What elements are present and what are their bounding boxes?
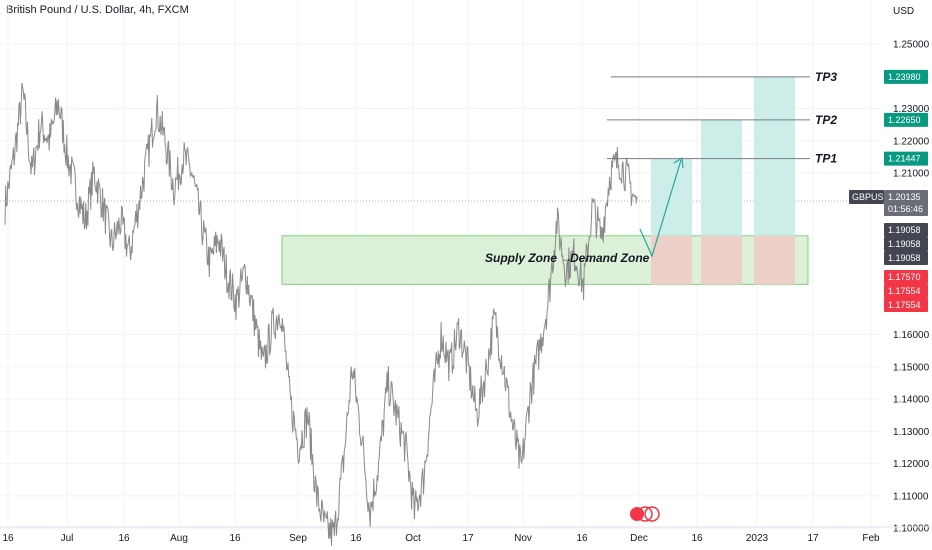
y-tick-label: 1.12000 [893,459,930,470]
x-tick-label: 17 [807,533,819,544]
y-tick-label: 1.23000 [893,104,930,115]
y-tick-label: 1.25000 [893,39,930,50]
stop-badge [884,270,928,284]
price-series-line [4,82,638,546]
tp-badge [884,69,928,84]
stop-loss-box [701,235,742,285]
tp-badge-text: 1.22650 [888,115,921,125]
y-tick-label: 1.22000 [893,136,930,147]
take-profit-box [701,119,742,236]
entry-badge [884,251,928,265]
y-tick-label: 1.16000 [893,330,930,341]
stop-badge-text: 1.17554 [888,286,921,296]
x-tick-label: 16 [229,533,241,544]
x-tick-label: Nov [514,533,532,544]
countdown-text: 01:56:46 [888,204,923,214]
x-tick-label: 16 [576,533,588,544]
x-tick-label: Dec [630,533,648,544]
stop-loss-box [754,235,795,285]
x-tick-label: Feb [862,533,880,544]
y-tick-label: 1.11000 [893,491,929,502]
entry-badge-text: 1.19058 [888,253,921,263]
y-tick-label: 1.13000 [893,427,930,438]
tp-label: TP1 [815,152,837,166]
x-tick-label: 16 [350,533,362,544]
entry-badge [884,223,928,237]
tp-label: TP2 [815,113,837,127]
stop-loss-box [651,235,692,285]
price-badge-text: 1.20135 [888,192,921,202]
take-profit-box [651,158,692,236]
y-tick-label: 1.14000 [893,395,930,406]
y-tick-label: 1.15000 [893,362,930,373]
demand-zone-label: Demand Zone [570,251,650,265]
y-tick-label: 1.10000 [893,524,930,535]
projection-arrow [639,159,682,258]
supply-zone-label: Supply Zone → [485,251,572,265]
logo-icon [644,506,660,522]
tp-label: TP3 [815,70,837,84]
stop-badge-text: 1.17554 [888,300,921,310]
currency-label: USD [893,6,915,17]
tp-badge [884,151,928,166]
x-tick-label: 16 [691,533,703,544]
symbol-badge [849,190,884,204]
logo-icon [630,507,644,521]
logo-icon [637,506,653,522]
x-tick-label: Oct [405,533,421,544]
tp-badge [884,112,928,127]
x-tick-label: Aug [170,533,188,544]
x-tick-label: 16 [2,533,14,544]
tp-badge-text: 1.21447 [888,154,921,164]
x-tick-label: 2023 [746,533,769,544]
stop-badge [884,298,928,312]
stop-badge [884,284,928,298]
take-profit-box [754,76,795,236]
arrow-head-icon [673,156,684,169]
x-tick-label: 17 [462,533,474,544]
chart-title: British Pound / U.S. Dollar, 4h, FXCM [6,4,189,16]
x-tick-label: Jul [61,533,74,544]
entry-badge-text: 1.19058 [888,225,921,235]
y-tick-label: 1.21000 [893,169,930,180]
x-tick-label: Sep [289,533,307,544]
symbol-badge-text: GBPUSD [852,192,891,202]
entry-badge [884,237,928,251]
price-badge [884,190,928,216]
entry-badge-text: 1.19058 [888,239,921,249]
stop-badge-text: 1.17570 [888,272,921,282]
x-tick-label: 16 [118,533,130,544]
tp-badge-text: 1.23980 [888,72,921,82]
